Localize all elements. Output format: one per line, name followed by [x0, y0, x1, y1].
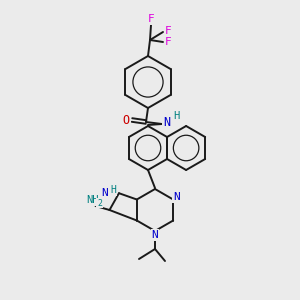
Text: F: F [165, 37, 171, 47]
Text: N: N [152, 230, 158, 240]
Text: O: O [122, 113, 130, 127]
Text: N: N [102, 188, 108, 198]
Text: 2: 2 [97, 199, 102, 208]
Text: F: F [165, 26, 171, 36]
Text: N: N [164, 116, 171, 128]
Text: NH: NH [86, 195, 99, 205]
Text: F: F [148, 14, 154, 24]
Text: H: H [110, 185, 116, 195]
Text: N: N [173, 193, 180, 202]
Text: H: H [173, 111, 179, 121]
